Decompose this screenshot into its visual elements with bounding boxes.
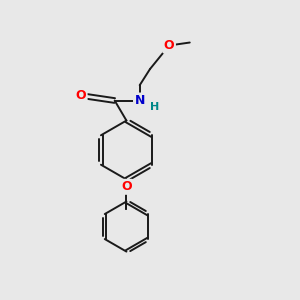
Text: H: H [150,102,159,112]
Text: N: N [134,94,145,107]
Text: O: O [164,39,175,52]
Text: O: O [121,180,132,193]
Text: O: O [76,89,86,102]
